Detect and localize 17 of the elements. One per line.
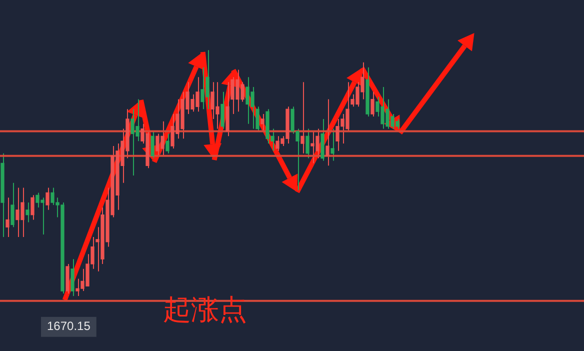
candlestick — [46, 187, 50, 210]
candlestick — [370, 91, 374, 118]
candlestick — [260, 114, 264, 132]
candlestick — [220, 91, 224, 130]
candlestick — [330, 128, 334, 162]
candlestick — [70, 258, 74, 296]
candlestick — [150, 130, 154, 159]
candlestick — [300, 82, 304, 154]
candlestick — [30, 194, 34, 220]
annotation: 起涨点 — [163, 293, 247, 326]
candlestick — [26, 202, 30, 223]
candlestick — [10, 182, 14, 228]
text: 1670.15 — [47, 319, 91, 334]
candlestick — [326, 98, 330, 166]
candlestick — [306, 128, 310, 159]
candlestick — [6, 197, 10, 238]
candlestick — [166, 133, 170, 154]
